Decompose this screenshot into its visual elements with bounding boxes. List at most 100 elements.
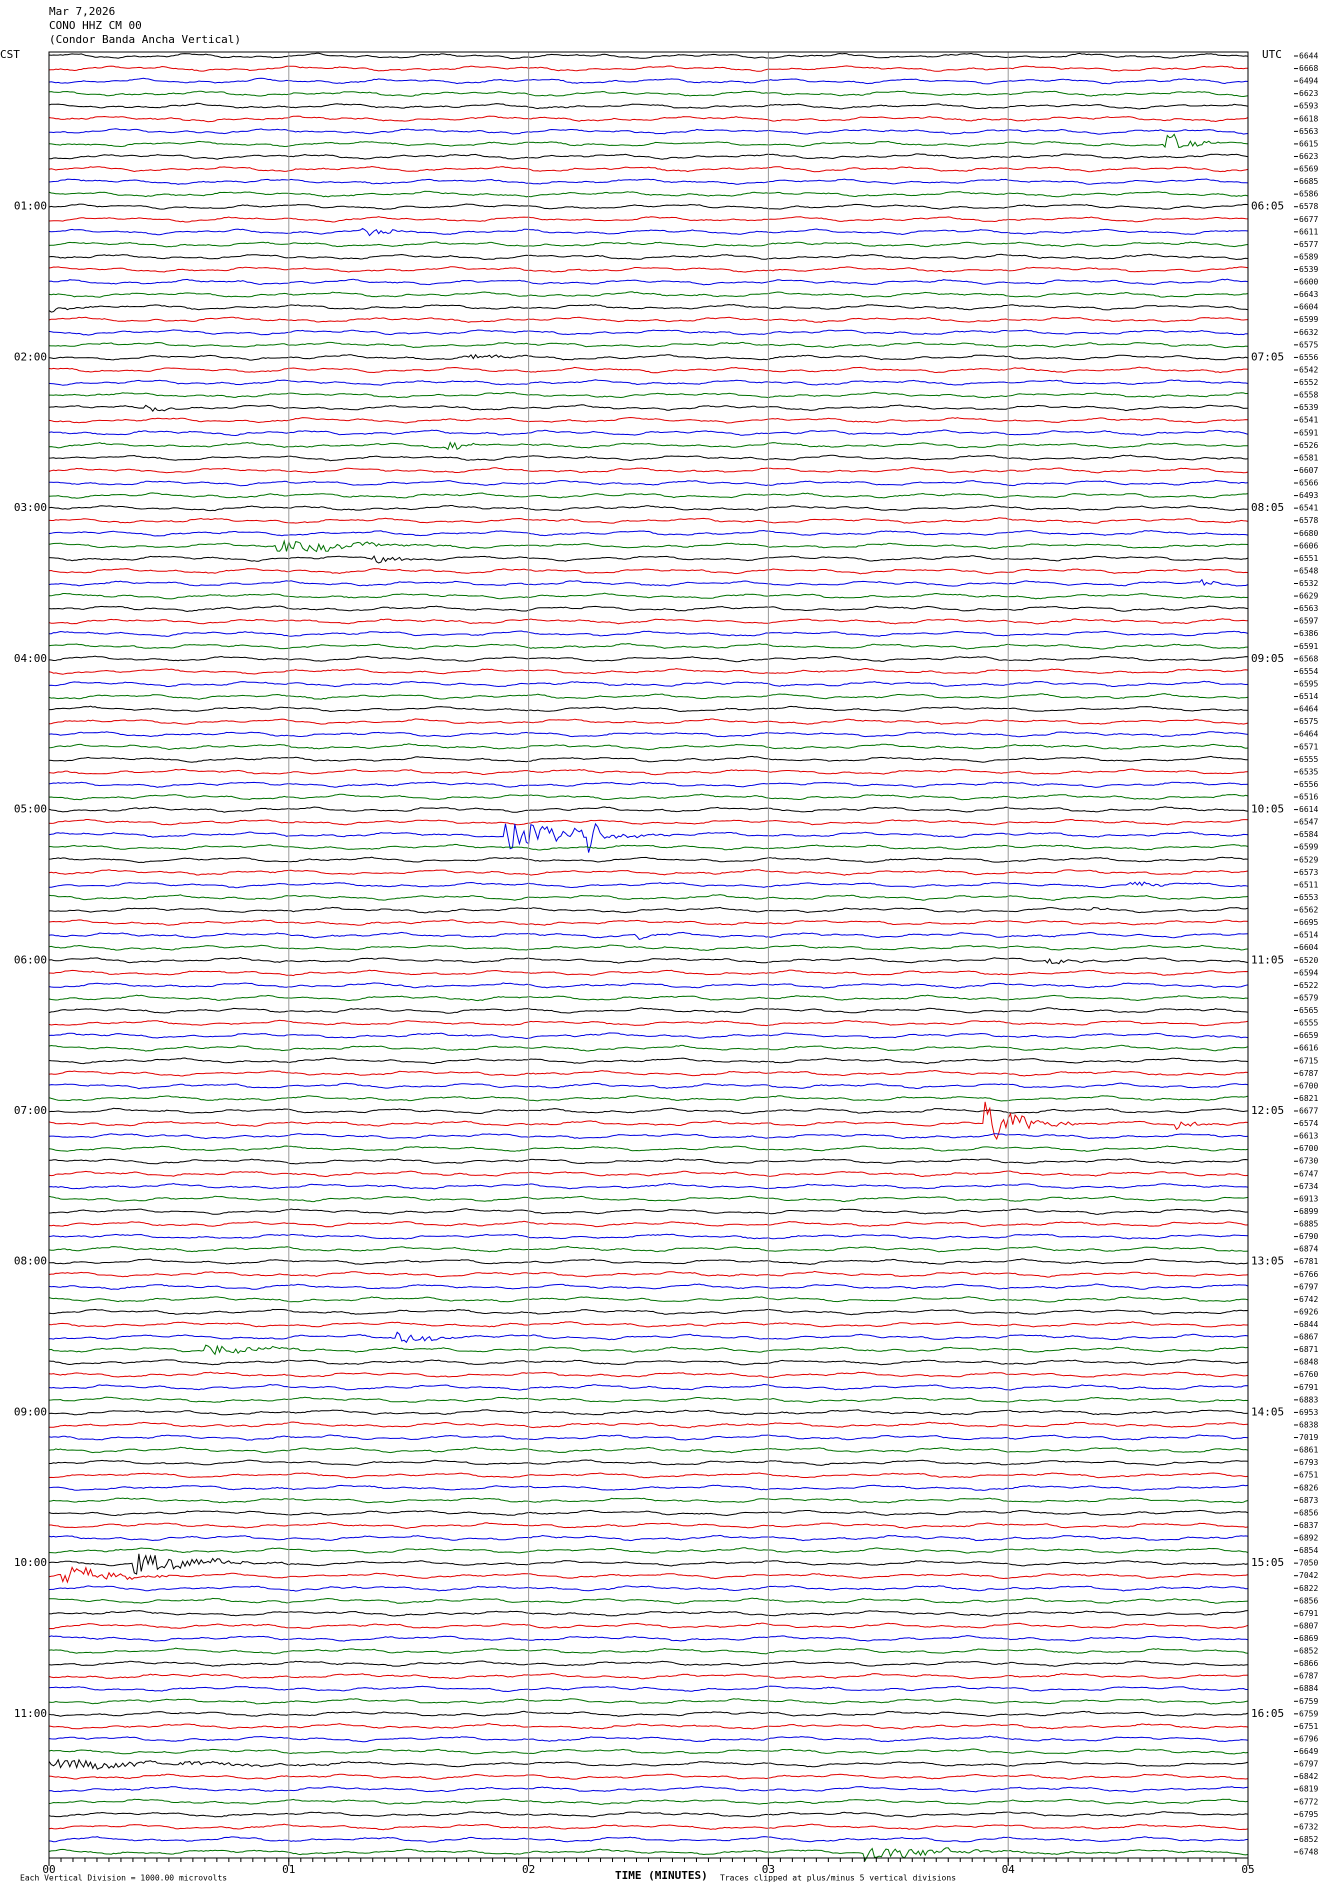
trace <box>48 227 1249 237</box>
trace <box>48 467 1249 474</box>
trace-label: 6607 <box>1299 466 1318 475</box>
trace-label: 6842 <box>1299 1772 1318 1781</box>
trace <box>48 316 1249 323</box>
trace <box>48 479 1249 487</box>
trace-label: 6579 <box>1299 993 1318 1002</box>
trace <box>49 1158 1249 1165</box>
trace-label: 6643 <box>1299 290 1318 299</box>
trace <box>48 1585 1249 1592</box>
x-tick-label: 01 <box>282 1863 295 1876</box>
trace-label: 6848 <box>1299 1358 1318 1367</box>
trace <box>48 578 1249 587</box>
trace <box>48 718 1249 725</box>
trace-label: 6751 <box>1299 1722 1318 1731</box>
trace-label: 6541 <box>1299 416 1318 425</box>
trace <box>48 128 1249 135</box>
trace <box>48 1220 1249 1228</box>
trace <box>48 1672 1249 1680</box>
left-hour-label: 10:00 <box>14 1556 47 1569</box>
trace-label: 6522 <box>1299 981 1318 990</box>
trace-label: 6623 <box>1299 89 1318 98</box>
trace <box>48 1547 1249 1554</box>
left-hour-label: 04:00 <box>14 652 47 665</box>
trace <box>48 956 1249 965</box>
right-hour-label: 16:05 <box>1251 1707 1284 1720</box>
trace <box>48 1396 1249 1404</box>
x-axis-title: TIME (MINUTES) <box>615 1869 708 1882</box>
trace <box>48 1748 1249 1755</box>
trace <box>48 178 1249 185</box>
trace-label: 6514 <box>1299 931 1318 940</box>
plot-frame <box>48 51 1249 1859</box>
trace-label: 6629 <box>1299 592 1318 601</box>
trace-label: 6611 <box>1299 227 1318 236</box>
trace <box>48 655 1249 663</box>
left-hour-label: 03:00 <box>14 501 47 514</box>
x-tick-label: 02 <box>522 1863 535 1876</box>
trace <box>48 1195 1249 1203</box>
trace-label: 6649 <box>1299 1747 1318 1756</box>
trace <box>48 190 1249 198</box>
trace <box>48 329 1249 336</box>
trace <box>48 504 1248 512</box>
trace <box>48 1321 1248 1328</box>
trace <box>48 1107 1249 1115</box>
trace-label: 6613 <box>1299 1132 1318 1141</box>
trace <box>48 822 1249 853</box>
trace <box>48 1434 1249 1441</box>
trace <box>48 1836 1249 1843</box>
trace-label: 6494 <box>1299 77 1318 86</box>
trace <box>48 781 1249 788</box>
trace-label: 6632 <box>1299 328 1318 337</box>
trace-label: 6677 <box>1299 215 1318 224</box>
trace-label: 6569 <box>1299 165 1318 174</box>
trace-label: 6797 <box>1299 1760 1318 1769</box>
trace <box>48 291 1249 298</box>
trace <box>49 391 1249 399</box>
trace-label: 6793 <box>1299 1458 1318 1467</box>
trace <box>48 1245 1249 1253</box>
trace-label: 6556 <box>1299 780 1318 789</box>
trace <box>48 856 1249 864</box>
trace <box>48 1007 1249 1014</box>
trace <box>48 1270 1249 1278</box>
trace <box>48 266 1249 273</box>
trace-label: 6574 <box>1299 1119 1318 1128</box>
trace-label: 6551 <box>1299 554 1318 563</box>
trace-label: 6790 <box>1299 1232 1318 1241</box>
x-tick-label: 03 <box>762 1863 775 1876</box>
trace <box>48 969 1249 977</box>
trace <box>48 643 1248 650</box>
x-tick-label: 00 <box>42 1863 55 1876</box>
trace-label: 6614 <box>1299 805 1318 814</box>
trace-label: 6597 <box>1299 617 1318 626</box>
trace <box>48 1735 1249 1743</box>
trace-label: 6511 <box>1299 880 1318 889</box>
trace <box>49 630 1249 637</box>
trace <box>48 1484 1249 1491</box>
trace <box>48 1798 1249 1805</box>
trace <box>48 153 1249 160</box>
trace-label: 6599 <box>1299 843 1318 852</box>
footnote-clip: Traces clipped at plus/minus 5 vertical … <box>720 1874 956 1883</box>
left-hour-label: 07:00 <box>14 1104 47 1117</box>
trace <box>48 1622 1249 1630</box>
trace-label: 6884 <box>1299 1684 1318 1693</box>
trace <box>48 1208 1249 1215</box>
trace <box>49 1258 1249 1266</box>
trace <box>49 1597 1249 1605</box>
left-hour-label: 05:00 <box>14 803 47 816</box>
trace <box>48 1233 1249 1240</box>
trace-label: 6586 <box>1299 190 1318 199</box>
trace-label: 6819 <box>1299 1785 1318 1794</box>
trace <box>48 1698 1249 1705</box>
trace <box>48 944 1249 951</box>
trace-label: 6558 <box>1299 391 1318 400</box>
trace <box>48 253 1249 261</box>
trace <box>48 1811 1249 1818</box>
trace-label: 6573 <box>1299 868 1318 877</box>
trace <box>48 1660 1249 1667</box>
trace-label: 6539 <box>1299 403 1318 412</box>
trace <box>48 1534 1249 1542</box>
trace-label: 6565 <box>1299 1006 1318 1015</box>
